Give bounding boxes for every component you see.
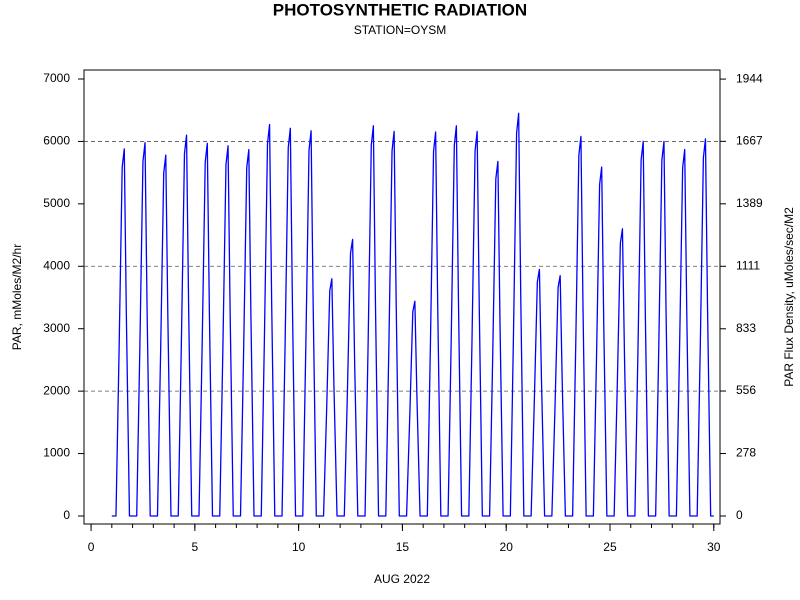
y2-tick-label: 833 bbox=[736, 321, 756, 335]
x-tick-label: 30 bbox=[707, 540, 721, 554]
y2-tick-label: 1389 bbox=[736, 196, 763, 210]
data-line bbox=[111, 112, 714, 517]
chart-subtitle: STATION=OYSM bbox=[354, 23, 447, 37]
y2-tick-label: 0 bbox=[736, 508, 743, 522]
y-tick-label: 2000 bbox=[43, 383, 70, 397]
y2-tick-label: 1111 bbox=[736, 258, 760, 272]
y-tick-label: 6000 bbox=[43, 134, 70, 148]
y-axis-label: PAR, mMoles/M2/hr bbox=[10, 244, 24, 350]
y2-tick-label: 278 bbox=[736, 446, 756, 460]
y2-axis-label: PAR Flux Density, uMoles/sec/M2 bbox=[782, 207, 796, 387]
x-tick-label: 5 bbox=[191, 540, 198, 554]
x-tick-label: 10 bbox=[292, 540, 306, 554]
y-tick-label: 1000 bbox=[43, 446, 70, 460]
x-tick-label: 25 bbox=[603, 540, 617, 554]
y-tick-label: 3000 bbox=[43, 321, 70, 335]
y-tick-label: 4000 bbox=[43, 258, 70, 272]
chart-title: PHOTOSYNTHETIC RADIATION bbox=[273, 0, 527, 19]
y-tick-label: 5000 bbox=[43, 196, 70, 210]
x-tick-label: 15 bbox=[396, 540, 410, 554]
y2-tick-label: 556 bbox=[736, 383, 756, 397]
x-tick-label: 0 bbox=[88, 540, 95, 554]
y-tick-label: 0 bbox=[63, 508, 70, 522]
y2-tick-label: 1944 bbox=[736, 71, 763, 85]
x-tick-label: 20 bbox=[500, 540, 514, 554]
y2-tick-label: 1667 bbox=[736, 134, 763, 148]
y-tick-label: 7000 bbox=[43, 71, 70, 85]
x-axis-label: AUG 2022 bbox=[374, 572, 430, 586]
